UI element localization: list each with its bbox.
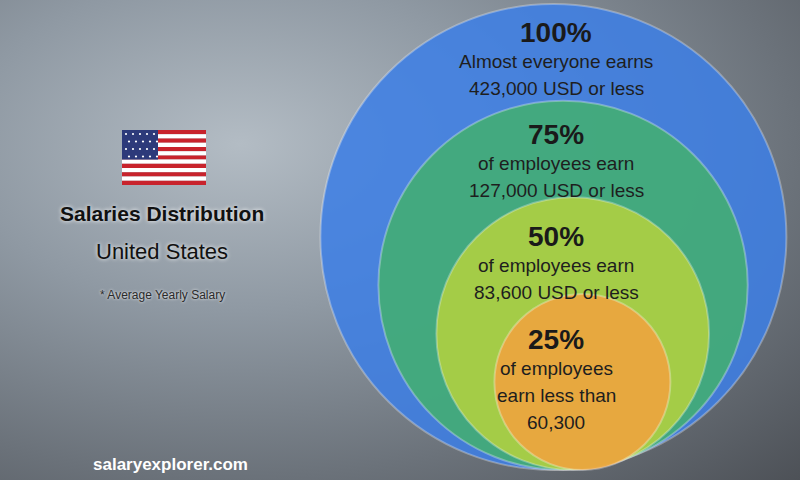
svg-text:83,600 USD or less: 83,600 USD or less bbox=[474, 282, 639, 303]
svg-text:75%: 75% bbox=[528, 119, 584, 150]
svg-text:Salaries Distribution: Salaries Distribution bbox=[60, 202, 264, 225]
svg-text:of employees: of employees bbox=[500, 358, 613, 379]
svg-text:60,300: 60,300 bbox=[527, 412, 585, 433]
svg-text:127,000 USD or less: 127,000 USD or less bbox=[469, 180, 644, 201]
svg-text:of employees earn: of employees earn bbox=[478, 153, 634, 174]
svg-text:50%: 50% bbox=[528, 221, 584, 252]
svg-text:Almost everyone earns: Almost everyone earns bbox=[459, 51, 653, 72]
svg-text:United States: United States bbox=[96, 239, 228, 264]
svg-text:of employees earn: of employees earn bbox=[478, 255, 634, 276]
svg-text:salaryexplorer.com: salaryexplorer.com bbox=[93, 455, 248, 474]
svg-text:earn less than: earn less than bbox=[497, 385, 616, 406]
svg-text:25%: 25% bbox=[528, 324, 584, 355]
svg-text:* Average Yearly Salary: * Average Yearly Salary bbox=[100, 288, 225, 302]
svg-text:100%: 100% bbox=[520, 17, 592, 48]
svg-text:423,000 USD or less: 423,000 USD or less bbox=[469, 78, 644, 99]
